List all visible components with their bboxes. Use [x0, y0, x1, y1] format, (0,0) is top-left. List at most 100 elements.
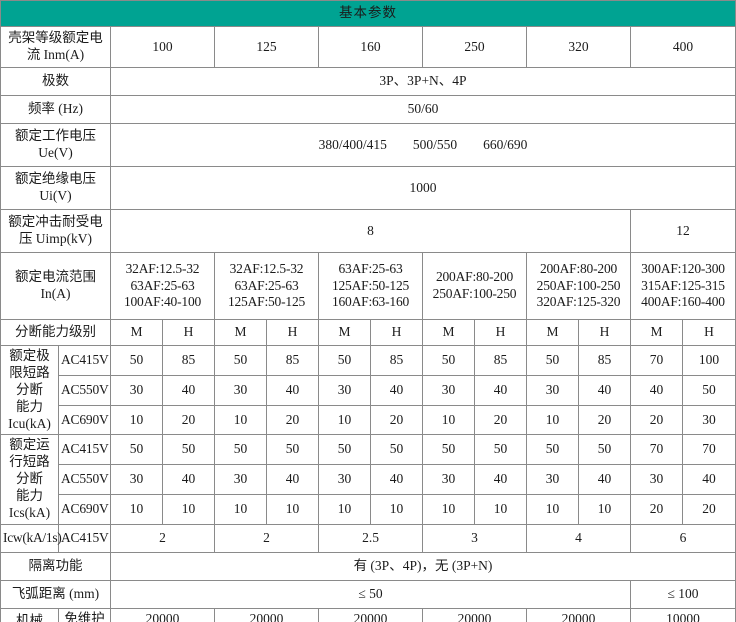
icu-value: 50 — [110, 345, 163, 376]
breaking-class-value: H — [682, 319, 736, 346]
ics-value: 40 — [474, 464, 527, 495]
icu-voltage-label: AC415V — [58, 345, 111, 376]
icw-label: Icw(kA/1s) — [0, 523, 62, 553]
ics-value: 10 — [474, 493, 527, 525]
ics-label-line: 额定运 — [9, 437, 50, 453]
rated-working-voltage-label: 额定工作电压 Ue(V) — [0, 123, 111, 167]
ics-value: 30 — [526, 464, 579, 495]
rated-insulation-voltage-row: 额定绝缘电压 Ui(V) 1000 — [0, 166, 736, 210]
breaking-class-value: M — [214, 319, 267, 346]
icu-value: 10 — [318, 404, 371, 436]
breaking-class-row: 分断能力级别 M H M H M H M H M H M H — [0, 319, 736, 346]
current-range-label-line2: In(A) — [40, 286, 71, 301]
icu-label-line: 能力 — [16, 398, 43, 414]
current-range-line: 300AF:120-300 — [641, 260, 725, 276]
arc-distance-value-main: ≤ 50 — [110, 579, 631, 609]
ics-value: 50 — [474, 434, 527, 466]
icu-label: 额定极 限短路 分断 能力 Icu(kA) — [0, 344, 59, 436]
frame-current-label: 壳架等级额定电 流 Inm(A) — [0, 26, 111, 68]
frame-current-value: 320 — [526, 26, 631, 68]
table-title-row: 基本参数 — [0, 0, 736, 27]
icu-value: 50 — [682, 374, 736, 406]
rated-insulation-voltage-label-line2: Ui(V) — [39, 188, 72, 203]
icu-ac550v-row: AC550V 30 40 30 40 30 40 30 40 30 40 40 … — [1, 374, 736, 406]
icu-value: 10 — [214, 404, 267, 436]
icu-value: 20 — [578, 404, 631, 436]
ics-value: 10 — [214, 493, 267, 525]
icu-value: 30 — [110, 374, 163, 406]
icu-value: 50 — [526, 345, 579, 376]
frame-current-value: 100 — [110, 26, 215, 68]
arc-distance-row: 飞弧距离 (mm) ≤ 50 ≤ 100 — [0, 579, 736, 609]
ics-ac550v-row: AC550V 30 40 30 40 30 40 30 40 30 40 30 … — [1, 464, 736, 495]
icu-value: 40 — [266, 374, 319, 406]
icw-value: 3 — [422, 523, 527, 553]
icu-voltage-label: AC690V — [58, 404, 111, 436]
ics-label-line: 分断 — [16, 471, 43, 487]
ics-value: 50 — [370, 434, 423, 466]
icu-value: 20 — [474, 404, 527, 436]
ics-value: 40 — [162, 464, 215, 495]
icu-value: 50 — [214, 345, 267, 376]
ics-label-line: Ics(kA) — [8, 504, 51, 520]
mechanical-life-value: 10000 — [630, 607, 736, 622]
breaking-class-label: 分断能力级别 — [0, 319, 111, 346]
breaking-class-value: H — [474, 319, 527, 346]
ics-label-line: 能力 — [16, 488, 43, 503]
ics-value: 50 — [526, 434, 579, 466]
poles-label: 极数 — [0, 67, 111, 96]
ics-value: 30 — [422, 464, 475, 495]
voltage-group: 660/690 — [483, 136, 528, 152]
icu-value: 40 — [370, 374, 423, 406]
ics-value: 40 — [370, 464, 423, 495]
icu-label-line: 限短路 — [9, 364, 50, 380]
ics-value: 10 — [422, 493, 475, 525]
icu-value: 40 — [474, 374, 527, 406]
icu-value: 10 — [422, 404, 475, 436]
frequency-row: 频率 (Hz) 50/60 — [0, 95, 736, 124]
current-range-line: 250AF:100-250 — [536, 277, 621, 293]
current-range-line: 250AF:100-250 — [432, 286, 517, 301]
isolation-label: 隔离功能 — [0, 551, 111, 581]
ics-value: 70 — [630, 434, 683, 466]
current-range-line: 125AF:50-125 — [227, 294, 306, 310]
icu-value: 30 — [422, 374, 475, 406]
icu-value: 40 — [630, 374, 683, 406]
ics-label-line: 行短路 — [9, 454, 50, 470]
ics-voltage-label: AC415V — [58, 434, 111, 466]
frame-current-value: 160 — [318, 26, 423, 68]
poles-row: 极数 3P、3P+N、4P — [0, 67, 736, 96]
icw-value: 4 — [526, 523, 631, 553]
frequency-label: 频率 (Hz) — [0, 95, 111, 124]
rated-impulse-voltage-label-line2: 压 Uimp(kV) — [18, 231, 93, 246]
mechanical-life-label-line1: 机械 — [16, 613, 43, 622]
ics-value: 10 — [162, 493, 215, 525]
poles-value: 3P、3P+N、4P — [110, 67, 736, 96]
icu-ac690v-row: AC690V 10 20 10 20 10 20 10 20 10 20 20 … — [1, 404, 736, 436]
current-range-cell: 200AF:80-200 250AF:100-250 — [422, 252, 527, 320]
current-range-line: 125AF:50-125 — [331, 277, 410, 293]
rated-impulse-voltage-row: 额定冲击耐受电 压 Uimp(kV) 8 12 — [0, 209, 736, 253]
current-range-line: 63AF:25-63 — [338, 260, 403, 276]
icu-value: 30 — [214, 374, 267, 406]
frame-current-value: 400 — [630, 26, 736, 68]
ics-ac415v-row: 额定运 行短路 分断 能力 Ics(kA) AC415V 50 50 50 50… — [0, 434, 736, 525]
current-range-cell: 300AF:120-300 315AF:125-315 400AF:160-40… — [630, 252, 736, 320]
isolation-row: 隔离功能 有 (3P、4P)，无 (3P+N) — [0, 551, 736, 581]
current-range-cell: 200AF:80-200 250AF:100-250 320AF:125-320 — [526, 252, 631, 320]
rated-impulse-voltage-label-line1: 额定冲击耐受电 — [8, 214, 103, 230]
breaking-class-value: M — [110, 319, 163, 346]
icu-value: 30 — [682, 404, 736, 436]
icu-value: 30 — [318, 374, 371, 406]
icw-value: 6 — [630, 523, 736, 553]
icu-voltage-label: AC550V — [58, 374, 111, 406]
breaking-class-value: M — [422, 319, 475, 346]
rated-working-voltage-label-line2: Ue(V) — [38, 145, 73, 160]
frame-current-label-line2: 流 Inm(A) — [26, 47, 85, 62]
rated-insulation-voltage-value: 1000 — [110, 166, 736, 210]
ics-value: 10 — [526, 493, 579, 525]
ics-value: 30 — [214, 464, 267, 495]
voltage-group: 380/400/415 — [318, 136, 387, 152]
icu-ac415v-row: 额定极 限短路 分断 能力 Icu(kA) AC415V 50 85 50 85… — [0, 344, 736, 436]
frame-current-value: 250 — [422, 26, 527, 68]
